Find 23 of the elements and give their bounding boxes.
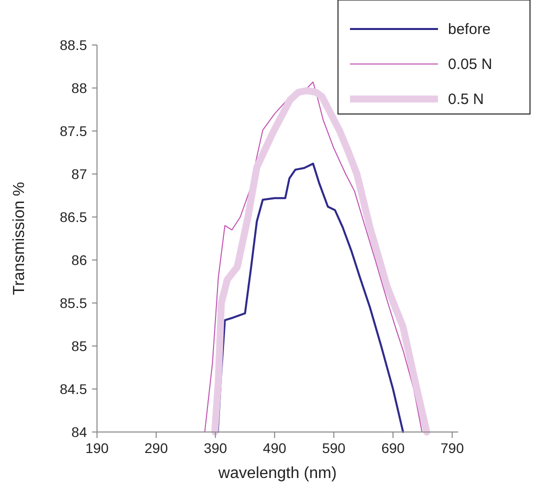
x-tick-label: 690 [381, 440, 405, 456]
x-tick-label: 390 [204, 440, 228, 456]
x-tick-label: 190 [85, 440, 109, 456]
y-tick-label: 86.5 [60, 209, 88, 225]
text: before [448, 21, 491, 38]
y-tick-label: 88.5 [60, 37, 88, 53]
y-tick-label: 85 [71, 338, 88, 354]
text: 0.05 N [448, 56, 492, 73]
x-tick-label: 790 [440, 440, 464, 456]
y-tick-label: 86 [71, 252, 88, 268]
y-tick-label: 88 [71, 80, 88, 96]
y-tick-label: 87 [71, 166, 88, 182]
x-tick-label: 290 [144, 440, 168, 456]
x-tick-label: 490 [262, 440, 286, 456]
text: 0.5 N [448, 91, 484, 108]
x-tick-label: 590 [322, 440, 346, 456]
x-axis-title: wavelength (nm) [217, 465, 337, 482]
line-series [216, 162, 404, 433]
y-tick-label: 85.5 [60, 295, 88, 311]
y-tick-label: 84 [71, 424, 88, 440]
y-tick-label: 84.5 [60, 381, 88, 397]
y-axis-title: Transmission % [11, 182, 28, 296]
y-tick-label: 87.5 [60, 123, 88, 139]
